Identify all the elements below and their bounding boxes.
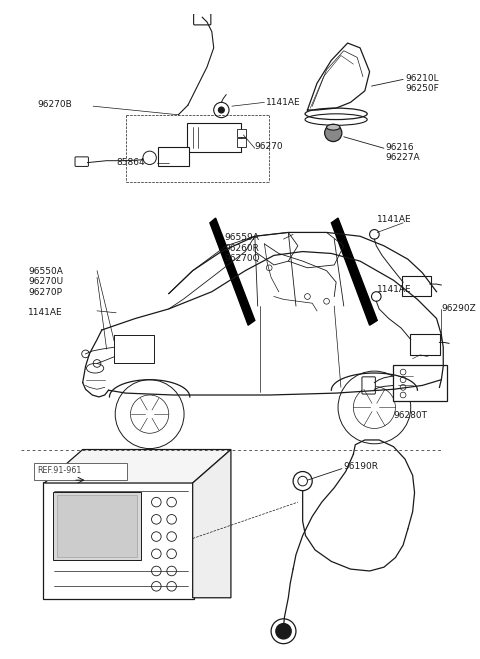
- Text: 96270B: 96270B: [38, 100, 72, 109]
- Text: 1141AE: 1141AE: [28, 308, 63, 317]
- Polygon shape: [192, 449, 231, 598]
- Circle shape: [276, 623, 291, 639]
- FancyBboxPatch shape: [187, 123, 241, 152]
- Polygon shape: [45, 449, 231, 483]
- FancyBboxPatch shape: [193, 13, 211, 25]
- Text: 96190R: 96190R: [344, 462, 379, 471]
- FancyBboxPatch shape: [362, 377, 375, 394]
- FancyBboxPatch shape: [57, 496, 137, 557]
- FancyBboxPatch shape: [75, 157, 88, 167]
- Text: 96250F: 96250F: [405, 84, 439, 93]
- FancyBboxPatch shape: [237, 129, 246, 137]
- FancyBboxPatch shape: [34, 463, 127, 480]
- FancyBboxPatch shape: [158, 148, 189, 167]
- Text: 96280T: 96280T: [394, 411, 428, 420]
- Polygon shape: [331, 218, 377, 325]
- Text: REF.91-961: REF.91-961: [37, 466, 81, 474]
- Text: 96270Q: 96270Q: [224, 254, 260, 264]
- Text: 96210L: 96210L: [405, 74, 439, 82]
- Text: 96270P: 96270P: [28, 288, 62, 297]
- FancyBboxPatch shape: [53, 492, 141, 560]
- Circle shape: [218, 107, 224, 113]
- Text: 96290Z: 96290Z: [441, 304, 476, 313]
- Text: 96270: 96270: [255, 142, 284, 150]
- Text: 1141AE: 1141AE: [377, 215, 412, 224]
- Circle shape: [324, 125, 342, 142]
- FancyBboxPatch shape: [44, 482, 193, 599]
- Text: 96216: 96216: [386, 142, 415, 152]
- Ellipse shape: [326, 125, 340, 130]
- FancyBboxPatch shape: [237, 138, 246, 147]
- Text: 85864: 85864: [116, 158, 145, 167]
- Text: 1141AE: 1141AE: [266, 98, 301, 107]
- Text: 1141AE: 1141AE: [377, 285, 412, 294]
- Polygon shape: [210, 218, 255, 325]
- Text: 96260R: 96260R: [224, 244, 259, 253]
- FancyBboxPatch shape: [393, 365, 447, 401]
- Text: 96227A: 96227A: [386, 153, 420, 162]
- Text: 96550A: 96550A: [28, 267, 63, 276]
- FancyBboxPatch shape: [410, 334, 440, 355]
- FancyBboxPatch shape: [402, 276, 431, 295]
- Text: 96270U: 96270U: [28, 277, 63, 287]
- Text: 96559A: 96559A: [224, 233, 259, 243]
